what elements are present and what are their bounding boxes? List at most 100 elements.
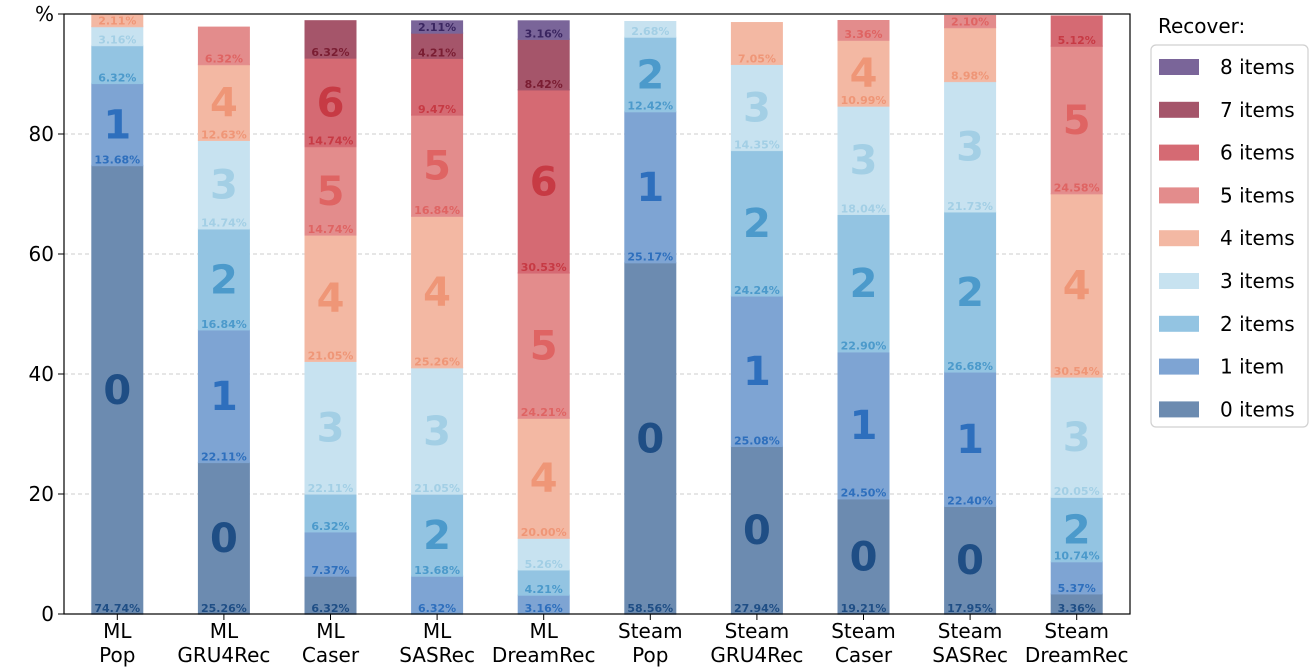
segment-percent-label: 2.11% [418, 21, 456, 34]
bar-segment [304, 58, 357, 147]
segment-level-label: 1 [636, 165, 664, 211]
bar-segment [837, 20, 890, 41]
segment-percent-label: 18.04% [841, 202, 887, 215]
segment-percent-label: 22.40% [947, 494, 993, 507]
segment-level-label: 0 [210, 516, 238, 562]
bar-segment [517, 89, 570, 273]
segment-percent-label: 3.36% [1058, 602, 1096, 615]
x-tick-label: Steam [831, 619, 896, 643]
legend-entry-label: 5 items [1220, 183, 1295, 207]
segment-level-label: 3 [850, 138, 878, 184]
x-tick-label: ML [210, 619, 239, 643]
bar-segment [837, 351, 890, 499]
segment-level-label: 2 [1063, 507, 1091, 553]
segment-percent-label: 24.58% [1054, 182, 1100, 195]
segment-percent-label: 4.21% [525, 583, 563, 596]
bar-segment [411, 216, 464, 368]
segment-percent-label: 25.08% [734, 434, 780, 447]
segment-percent-label: 6.32% [98, 71, 136, 84]
bar-segment [411, 367, 464, 494]
segment-level-label: 6 [317, 80, 345, 126]
segment-level-label: 0 [103, 368, 131, 414]
bar-segment [197, 462, 250, 614]
legend-title: Recover: [1158, 14, 1245, 38]
segment-percent-label: 3.36% [844, 28, 882, 41]
segment-level-label: 1 [743, 349, 771, 395]
segment-percent-label: 5.12% [1058, 34, 1096, 47]
segment-percent-label: 17.95% [947, 602, 993, 615]
segment-percent-label: 27.94% [734, 602, 780, 615]
bar-segment [197, 228, 250, 330]
legend-entry-label: 6 items [1220, 141, 1295, 165]
bar-segment [517, 39, 570, 90]
segment-level-label: 4 [423, 270, 451, 316]
x-tick-label: DreamRec [1025, 643, 1129, 667]
plot-frame [63, 13, 1131, 615]
x-tick-label: Caser [302, 643, 360, 667]
segment-percent-label: 25.26% [414, 356, 460, 369]
legend-entry-label: 2 items [1220, 312, 1295, 336]
bar-segment [304, 20, 357, 59]
bar-segment [411, 33, 464, 59]
segment-percent-label: 19.21% [841, 602, 887, 615]
segment-percent-label: 58.56% [627, 602, 673, 615]
bar-segment [304, 146, 357, 235]
segment-level-label: 5 [317, 169, 345, 215]
bar-segment [730, 22, 783, 65]
legend: Recover: 8 items 7 items 6 items 5 items 4 it… [1150, 14, 1309, 428]
legend-swatch [1159, 358, 1199, 375]
segment-level-label: 3 [317, 406, 345, 452]
bar-segment [837, 214, 890, 352]
bars: 74.74%013.68%16.32%3.16%2.11%25.26%022.1… [91, 13, 1103, 615]
bar-segment [624, 262, 677, 614]
bar-segment [1050, 593, 1103, 614]
segment-percent-label: 14.35% [734, 138, 780, 151]
segment-percent-label: 2.10% [951, 16, 989, 29]
segment-percent-label: 8.98% [951, 69, 989, 82]
bar-segment [837, 106, 890, 215]
bar-segment [944, 211, 997, 372]
segment-level-label: 2 [210, 257, 238, 303]
legend-entry-label: 1 item [1220, 355, 1284, 379]
x-tick-label: Steam [725, 619, 790, 643]
segment-percent-label: 25.17% [627, 251, 673, 264]
y-tick-label: 60 [29, 242, 54, 266]
segment-level-label: 5 [530, 324, 558, 370]
segment-percent-label: 2.11% [98, 15, 136, 28]
bar-segment [91, 83, 144, 166]
y-tick-label: 0 [41, 602, 54, 626]
bar-segment [517, 20, 570, 40]
segment-percent-label: 30.54% [1054, 365, 1100, 378]
segment-percent-label: 21.05% [308, 349, 354, 362]
segment-level-label: 4 [317, 276, 345, 322]
segment-percent-label: 4.21% [418, 46, 456, 59]
segment-level-label: 4 [1063, 263, 1091, 309]
segment-percent-label: 12.42% [627, 100, 673, 113]
segment-percent-label: 14.74% [201, 217, 247, 230]
y-axis: 0 20 40 60 80% [29, 2, 64, 626]
segment-percent-label: 6.32% [418, 602, 456, 615]
segment-percent-label: 3.16% [525, 602, 563, 615]
x-tick-label: Pop [632, 643, 668, 667]
bar-segment [944, 506, 997, 614]
segment-percent-label: 14.74% [308, 223, 354, 236]
y-tick-label: 40 [29, 362, 54, 386]
segment-percent-label: 2.68% [631, 25, 669, 38]
x-tick-label: ML [316, 619, 345, 643]
segment-percent-label: 14.74% [308, 135, 354, 148]
segment-percent-label: 9.47% [418, 103, 456, 116]
x-tick-label: GRU4Rec [177, 643, 270, 667]
segment-level-label: 4 [210, 80, 238, 126]
bar-segment [1050, 15, 1103, 47]
y-tick-label: 80 [29, 122, 54, 146]
segment-percent-label: 16.84% [201, 318, 247, 331]
bar-segment [411, 58, 464, 116]
bar-segment [624, 111, 677, 263]
bar-segment [1050, 193, 1103, 377]
segment-level-label: 1 [850, 403, 878, 449]
segment-level-label: 4 [850, 51, 878, 97]
segment-percent-label: 6.32% [311, 520, 349, 533]
bar-segment [1050, 497, 1103, 562]
bar-segment [1050, 376, 1103, 498]
segment-percent-label: 5.26% [525, 558, 563, 571]
